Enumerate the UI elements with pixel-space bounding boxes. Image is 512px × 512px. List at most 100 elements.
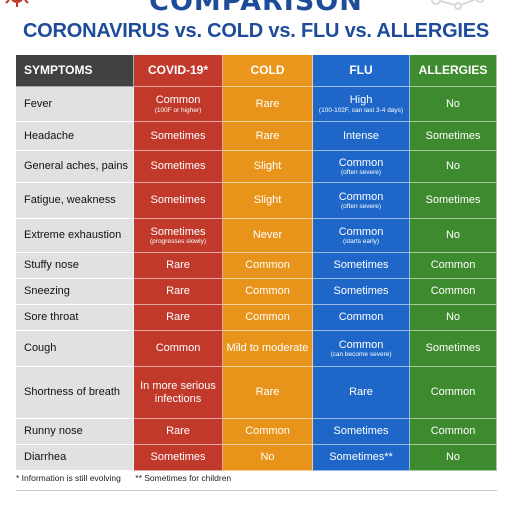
cell-value: Common <box>430 285 476 298</box>
cell-note: (progresses slowly) <box>150 238 206 246</box>
cell-value: Common <box>155 342 201 355</box>
cell-covid: In more serious infections <box>134 367 223 419</box>
cell-value: Sometimes <box>150 451 206 464</box>
comparison-table: SYMPTOMS COVID-19* COLD FLU ALLERGIES Fe… <box>16 55 497 471</box>
cell-covid: Sometimes <box>134 183 223 219</box>
cell-covid: Rare <box>134 279 223 305</box>
cell-value: In more serious infections <box>140 380 216 405</box>
symptom-label: Sore throat <box>16 305 134 331</box>
cell-cold: Slight <box>223 183 313 219</box>
header-flu: FLU <box>313 55 410 87</box>
top-banner: COMPARISON <box>0 0 512 16</box>
cell-value: Rare <box>166 425 190 438</box>
cell-value: Common <box>245 259 290 272</box>
cell-value: Sometimes <box>425 129 481 142</box>
cell-flu: Intense <box>313 122 410 151</box>
cell-flu: Common (starts early) <box>313 219 410 253</box>
cell-value: Common <box>245 311 290 324</box>
cell-value: No <box>260 451 275 464</box>
cell-value: Common <box>338 311 384 324</box>
symptom-label: Shortness of breath <box>16 367 134 419</box>
cell-flu: Common (often severe) <box>313 151 410 183</box>
footnote-children: ** Sometimes for children <box>135 473 232 483</box>
cell-value: Sometimes** <box>329 451 393 464</box>
header-covid: COVID-19* <box>134 55 223 87</box>
cell-value: Sometimes <box>150 194 206 207</box>
cell-value: Common <box>245 285 290 298</box>
cell-allergies: No <box>410 445 497 471</box>
symptom-label: Diarrhea <box>16 445 134 471</box>
cell-allergies: No <box>410 305 497 331</box>
cell-cold: Rare <box>223 87 313 122</box>
cell-allergies: Common <box>410 253 497 279</box>
cell-value: Sometimes <box>425 342 481 355</box>
cell-value: Rare <box>166 259 190 272</box>
cell-cold: Common <box>223 305 313 331</box>
cell-cold: Rare <box>223 122 313 151</box>
cell-cold: Common <box>223 253 313 279</box>
cell-value: Slight <box>253 160 282 173</box>
cell-value: Rare <box>255 129 280 142</box>
cell-covid: Sometimes <box>134 445 223 471</box>
cell-note: (100-102F, can last 3-4 days) <box>318 106 404 114</box>
cell-value: Common <box>430 425 476 438</box>
cell-cold: Rare <box>223 367 313 419</box>
symptom-label: Sneezing <box>16 279 134 305</box>
cell-value: Sometimes <box>425 194 481 207</box>
virus-icon <box>5 0 29 7</box>
symptom-label: Stuffy nose <box>16 253 134 279</box>
cell-note: (often severe) <box>340 203 382 211</box>
cell-value: Sometimes <box>333 425 389 438</box>
cell-value: No <box>445 160 461 173</box>
cell-value: Sometimes <box>150 160 206 173</box>
cell-value: Rare <box>255 97 280 110</box>
cell-flu: Sometimes <box>313 253 410 279</box>
cell-cold: Common <box>223 279 313 305</box>
symptom-label: Runny nose <box>16 419 134 445</box>
cell-covid: Rare <box>134 253 223 279</box>
cell-flu: Common <box>313 305 410 331</box>
cell-value: Sometimes <box>150 129 206 142</box>
symptom-label: Headache <box>16 122 134 151</box>
cell-allergies: No <box>410 151 497 183</box>
cell-cold: Never <box>223 219 313 253</box>
cell-value: No <box>445 229 461 242</box>
symptom-label: Fever <box>16 87 134 122</box>
header-symptoms: SYMPTOMS <box>16 55 134 87</box>
symptom-label: Extreme exhaustion <box>16 219 134 253</box>
cell-flu: Common (often severe) <box>313 183 410 219</box>
cell-value: Sometimes <box>150 225 206 238</box>
cell-allergies: Common <box>410 367 497 419</box>
symptom-label: Cough <box>16 331 134 367</box>
cell-value: Common <box>155 94 201 107</box>
cell-allergies: No <box>410 87 497 122</box>
cell-value: No <box>445 451 461 464</box>
header-allergies: ALLERGIES <box>410 55 497 87</box>
cell-value: No <box>445 311 461 324</box>
cell-note: (starts early) <box>342 238 380 246</box>
cell-allergies: Sometimes <box>410 122 497 151</box>
cell-note: (can become severe) <box>330 351 392 359</box>
cell-flu: Rare <box>313 367 410 419</box>
cell-covid: Common (100F or higher) <box>134 87 223 122</box>
cell-value: Rare <box>255 386 280 399</box>
cell-covid: Sometimes (progresses slowly) <box>134 219 223 253</box>
symptom-label: Fatigue, weakness <box>16 183 134 219</box>
cell-allergies: Sometimes <box>410 331 497 367</box>
cell-value: Common <box>338 156 384 169</box>
footnotes: * Information is still evolving ** Somet… <box>16 473 243 483</box>
cell-note: (100F or higher) <box>154 106 202 114</box>
bottom-divider <box>16 490 497 491</box>
cell-covid: Rare <box>134 305 223 331</box>
cell-covid: Rare <box>134 419 223 445</box>
cell-note: (often severe) <box>340 169 382 177</box>
header-cold: COLD <box>223 55 313 87</box>
cell-flu: Sometimes** <box>313 445 410 471</box>
molecule-dots-icon <box>431 0 485 10</box>
cell-value: Rare <box>349 386 373 399</box>
cell-cold: No <box>223 445 313 471</box>
cell-allergies: Common <box>410 419 497 445</box>
cell-allergies: No <box>410 219 497 253</box>
cell-flu: Sometimes <box>313 419 410 445</box>
cell-value: Rare <box>166 285 190 298</box>
